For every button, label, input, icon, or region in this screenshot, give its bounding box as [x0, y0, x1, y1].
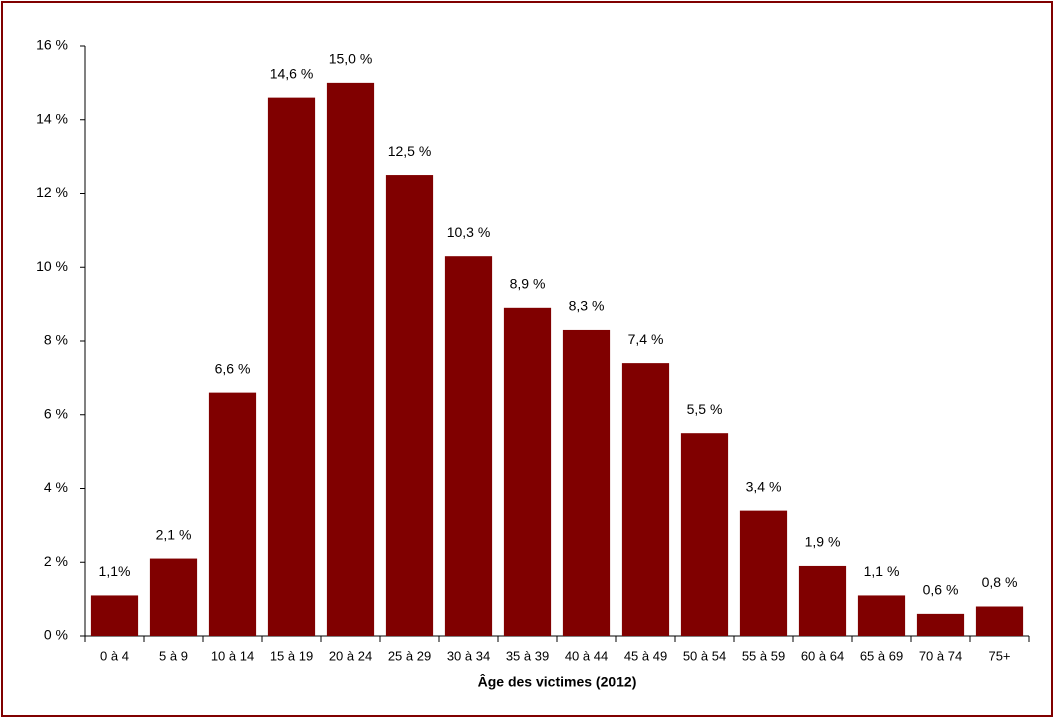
x-tick-label: 15 à 19: [270, 648, 313, 663]
y-tick-label: 10 %: [36, 258, 68, 274]
value-label: 1,1%: [99, 563, 131, 579]
x-tick-label: 60 à 64: [801, 648, 844, 663]
y-tick-label: 16 %: [36, 37, 68, 53]
bar: [444, 256, 493, 636]
bar: [208, 392, 257, 636]
y-tick-label: 6 %: [44, 405, 68, 421]
x-tick-label: 5 à 9: [159, 648, 188, 663]
y-tick-label: 2 %: [44, 553, 68, 569]
bar: [562, 329, 611, 636]
y-tick-label: 8 %: [44, 332, 68, 348]
bar: [857, 595, 906, 636]
value-label: 15,0 %: [329, 51, 373, 67]
x-tick-label: 20 à 24: [329, 648, 372, 663]
x-tick-label: 35 à 39: [506, 648, 549, 663]
value-label: 6,6 %: [215, 360, 251, 376]
value-label: 14,6 %: [270, 65, 314, 81]
x-tick-label: 75+: [988, 648, 1010, 663]
bar: [680, 433, 729, 636]
x-tick-label: 40 à 44: [565, 648, 608, 663]
y-tick-label: 14 %: [36, 110, 68, 126]
value-label: 1,9 %: [805, 534, 841, 550]
x-tick-label: 10 à 14: [211, 648, 254, 663]
bar: [739, 510, 788, 636]
x-tick-label: 70 à 74: [919, 648, 962, 663]
value-label: 0,6 %: [923, 582, 959, 598]
y-tick-label: 12 %: [36, 184, 68, 200]
bar: [385, 175, 434, 636]
y-tick-label: 4 %: [44, 479, 68, 495]
bar: [267, 97, 316, 636]
value-label: 8,9 %: [510, 276, 546, 292]
x-tick-label: 65 à 69: [860, 648, 903, 663]
value-label: 1,1 %: [864, 563, 900, 579]
x-tick-label: 0 à 4: [100, 648, 129, 663]
x-tick-label: 45 à 49: [624, 648, 667, 663]
bar: [798, 565, 847, 636]
bar: [149, 558, 198, 636]
x-tick-label: 25 à 29: [388, 648, 431, 663]
value-label: 0,8 %: [982, 574, 1018, 590]
x-tick-label: 30 à 34: [447, 648, 490, 663]
bar: [975, 606, 1024, 636]
x-tick-label: 50 à 54: [683, 648, 726, 663]
x-tick-label: 55 à 59: [742, 648, 785, 663]
value-label: 8,3 %: [569, 298, 605, 314]
value-label: 12,5 %: [388, 143, 432, 159]
bar: [503, 307, 552, 636]
bar: [90, 595, 139, 636]
value-label: 2,1 %: [156, 526, 192, 542]
bar: [326, 82, 375, 636]
y-tick-label: 0 %: [44, 627, 68, 643]
value-label: 3,4 %: [746, 478, 782, 494]
bar: [916, 613, 965, 636]
value-label: 5,5 %: [687, 401, 723, 417]
x-axis-title: Âge des victimes (2012): [478, 673, 637, 690]
value-label: 7,4 %: [628, 331, 664, 347]
value-label: 10,3 %: [447, 224, 491, 240]
bar: [621, 363, 670, 636]
